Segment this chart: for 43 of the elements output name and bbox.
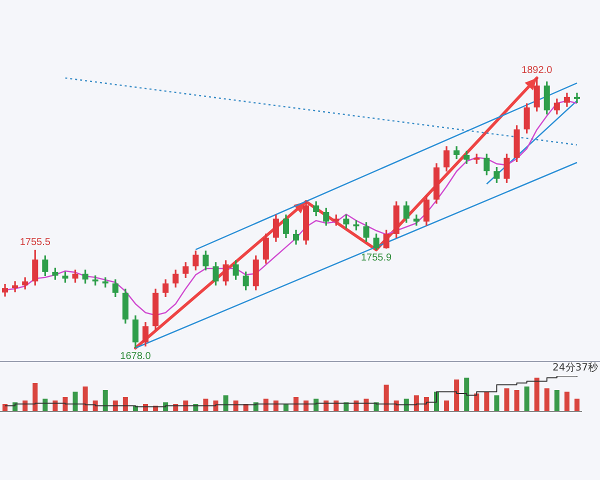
bar	[122, 397, 128, 411]
bar	[524, 386, 530, 411]
bar	[354, 400, 359, 411]
bar	[504, 388, 510, 411]
bar	[283, 404, 288, 411]
bar	[32, 383, 38, 411]
bar	[484, 392, 490, 411]
bar	[82, 386, 88, 411]
bar	[22, 400, 28, 411]
bar	[273, 400, 278, 411]
bar	[334, 400, 339, 411]
candlestick	[574, 92, 580, 104]
text: 24分37秒	[552, 362, 598, 374]
bar	[544, 388, 550, 411]
bar	[384, 384, 389, 411]
candlestick	[12, 281, 18, 292]
bar	[444, 400, 450, 411]
bar	[233, 400, 238, 411]
annotation: 1755.5	[20, 236, 51, 248]
bar	[102, 390, 108, 411]
bar	[514, 390, 520, 411]
bar	[183, 400, 188, 411]
bar	[324, 400, 329, 411]
bar	[574, 398, 580, 411]
annotation: 1755.9	[360, 252, 392, 264]
bar	[414, 395, 419, 411]
bar	[304, 400, 309, 411]
bar	[52, 400, 58, 411]
bar	[564, 392, 570, 411]
annotation: 1892.0	[522, 64, 553, 76]
bar	[494, 395, 500, 411]
bar	[112, 400, 118, 411]
bar	[554, 390, 560, 411]
bar	[454, 380, 460, 411]
bar	[534, 378, 540, 411]
bar	[72, 392, 78, 411]
bar	[2, 404, 8, 411]
bar	[474, 394, 480, 411]
annotation: 1678.0	[120, 350, 152, 362]
bar	[223, 395, 228, 411]
bar	[464, 378, 470, 411]
bar	[62, 397, 68, 411]
bar	[294, 397, 299, 411]
